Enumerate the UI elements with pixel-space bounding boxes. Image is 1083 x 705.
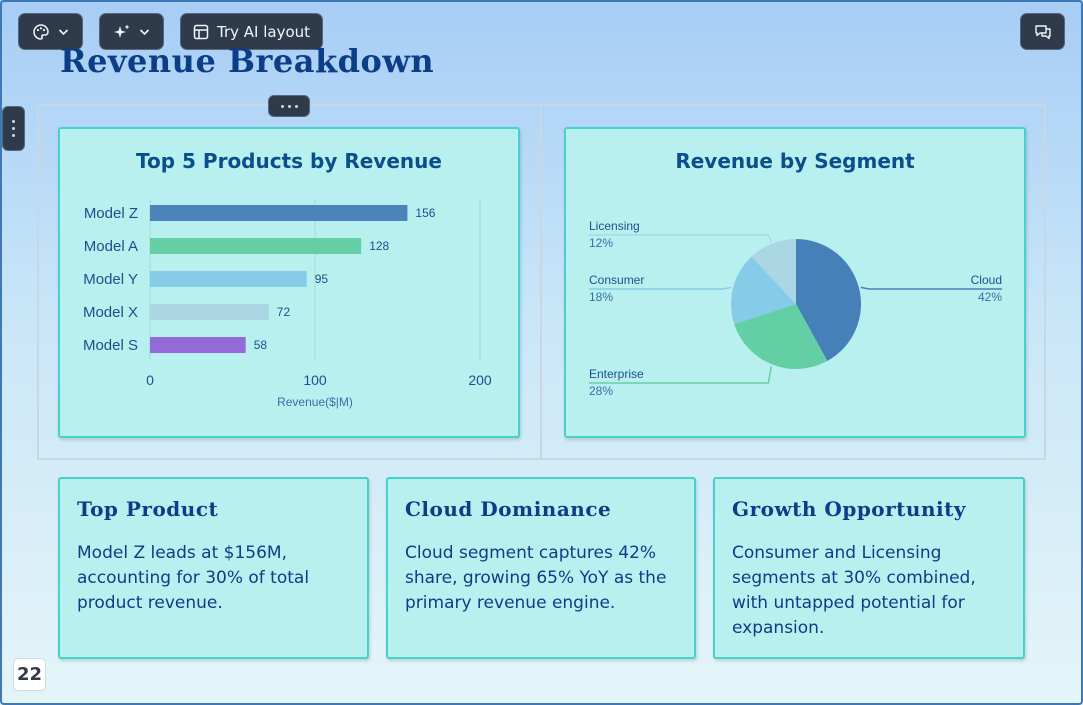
- leader-line: [860, 286, 1002, 290]
- bar: [150, 205, 408, 221]
- bar: [150, 238, 362, 254]
- bar: [150, 271, 307, 287]
- insight-body: Cloud segment captures 42% share, growin…: [405, 543, 667, 613]
- chevron-down-icon: [58, 28, 69, 35]
- try-ai-layout-label: Try AI layout: [216, 22, 311, 41]
- category-label: Model X: [83, 304, 138, 321]
- pie-slice: [734, 304, 828, 369]
- slice-value-label: 42%: [978, 290, 1002, 304]
- leader-line: [589, 234, 773, 243]
- page-number: 22: [13, 658, 46, 691]
- top-drag-handle[interactable]: [268, 95, 310, 117]
- leader-line: [589, 366, 773, 384]
- data-label: 128: [369, 239, 389, 253]
- page-title: Revenue Breakdown: [60, 42, 435, 80]
- bar-chart-title: Top 5 Products by Revenue: [136, 149, 442, 173]
- pie-slice: [751, 239, 796, 304]
- category-label: Model S: [83, 337, 138, 354]
- bar: [150, 337, 246, 353]
- insight-card-cloud-dominance[interactable]: Cloud Dominance Cloud segment captures 4…: [386, 477, 696, 659]
- slice-label: Consumer: [589, 273, 644, 287]
- data-label: 58: [254, 338, 268, 352]
- side-drag-handle[interactable]: [2, 106, 25, 151]
- slice-label: Licensing: [589, 219, 640, 233]
- x-tick-label: 200: [468, 372, 492, 388]
- slice-value-label: 28%: [589, 384, 613, 398]
- x-axis-label: Revenue($|M): [277, 395, 353, 409]
- insight-card-growth-opportunity[interactable]: Growth Opportunity Consumer and Licensin…: [713, 477, 1025, 659]
- slice-value-label: 12%: [589, 236, 613, 250]
- palette-icon: [33, 23, 49, 40]
- bar-chart: 0 100 200 Model Z 156 Model A 128 Model Y 95 Mode…: [83, 199, 492, 409]
- data-label: 156: [415, 206, 435, 220]
- group-divider: [540, 104, 542, 460]
- try-ai-layout-button[interactable]: Try AI layout: [180, 13, 323, 50]
- insight-card-top-product[interactable]: Top Product Model Z leads at $156M, acco…: [58, 477, 369, 659]
- insight-body: Consumer and Licensing segments at 30% c…: [732, 543, 976, 638]
- bar: [150, 304, 269, 320]
- ai-dropdown-button[interactable]: [99, 13, 164, 50]
- comment-button[interactable]: [1020, 13, 1065, 50]
- layout-icon: [193, 24, 209, 39]
- category-label: Model A: [84, 238, 138, 255]
- slice-label: Enterprise: [589, 367, 644, 381]
- bar-chart-card[interactable]: Top 5 Products by Revenue 0 100 200 Model Z…: [58, 127, 520, 438]
- comment-icon: [1034, 24, 1051, 39]
- slice-label: Cloud: [971, 273, 1002, 287]
- theme-dropdown-button[interactable]: [18, 13, 83, 50]
- x-tick-label: 0: [146, 372, 154, 388]
- category-label: Model Z: [84, 205, 138, 222]
- insight-title: Cloud Dominance: [405, 497, 612, 521]
- chevron-down-icon: [139, 28, 150, 35]
- insight-title: Top Product: [77, 497, 219, 521]
- data-label: 95: [315, 272, 329, 286]
- pie-slice: [796, 239, 861, 361]
- x-tick-label: 100: [303, 372, 327, 388]
- data-label: 72: [277, 305, 291, 319]
- insight-body: Model Z leads at $156M, accounting for 3…: [77, 543, 310, 613]
- pie-slice: [731, 256, 796, 325]
- pie-chart-title: Revenue by Segment: [675, 149, 915, 173]
- insight-title: Growth Opportunity: [732, 497, 966, 521]
- category-label: Model Y: [83, 271, 138, 288]
- sparkles-icon: [114, 24, 130, 38]
- pie-chart: Cloud 42% Enterprise 28% Consumer 18% Licensin…: [589, 219, 1002, 398]
- slice-value-label: 18%: [589, 290, 613, 304]
- leader-line: [589, 286, 732, 290]
- pie-chart-card[interactable]: Revenue by Segment Cloud 42% Enterprise 28%…: [564, 127, 1026, 438]
